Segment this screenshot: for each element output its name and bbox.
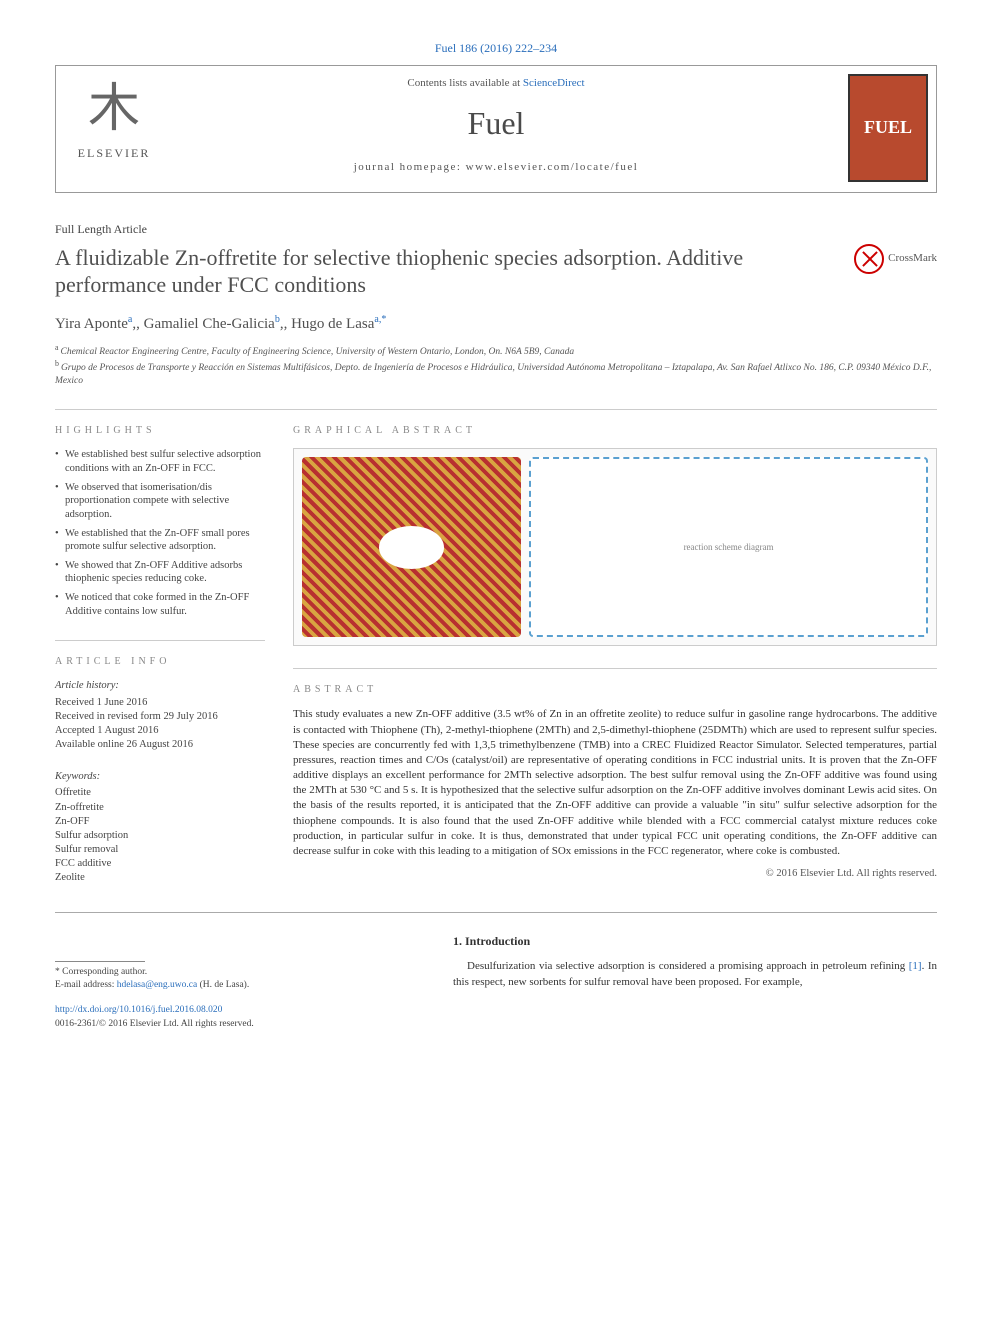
author-affil-sup: a [128, 314, 132, 325]
graphical-abstract-figure: reaction scheme diagram [293, 448, 937, 646]
keyword-item: Offretite [55, 786, 265, 800]
highlights-list: We established best sulfur selective ads… [55, 448, 265, 618]
highlight-item: We established best sulfur selective ads… [55, 448, 265, 475]
sciencedirect-link[interactable]: ScienceDirect [523, 77, 585, 89]
keywords-block: Keywords: OffretiteZn-offretiteZn-OFFSul… [55, 770, 265, 885]
long-divider [55, 912, 937, 913]
history-head: Article history: [55, 679, 265, 693]
keyword-item: FCC additive [55, 857, 265, 871]
ga-reaction-scheme-icon: reaction scheme diagram [529, 457, 928, 637]
homepage-line: journal homepage: www.elsevier.com/locat… [176, 160, 816, 175]
crossmark-badge[interactable]: CrossMark [854, 244, 937, 274]
corresponding-author-note: * Corresponding author. E-mail address: … [55, 966, 425, 993]
author-affil-sup: a,* [374, 314, 386, 325]
email-suffix: (H. de Lasa). [197, 980, 249, 990]
graphical-abstract-heading: GRAPHICAL ABSTRACT [293, 424, 937, 438]
author-name: Hugo de Lasa [291, 316, 374, 332]
homepage-url[interactable]: www.elsevier.com/locate/fuel [466, 161, 639, 173]
homepage-prefix: journal homepage: [354, 161, 466, 173]
elsevier-tree-icon: ⽊ [88, 74, 140, 147]
copyright-line: © 2016 Elsevier Ltd. All rights reserved… [293, 867, 937, 882]
author-name: Gamaliel Che-Galicia [144, 316, 275, 332]
introduction-heading: 1. Introduction [453, 933, 937, 950]
crossmark-icon [854, 244, 884, 274]
divider [293, 668, 937, 669]
revised-date: Received in revised form 29 July 2016 [55, 710, 265, 724]
doi-link[interactable]: http://dx.doi.org/10.1016/j.fuel.2016.08… [55, 1005, 222, 1015]
highlight-item: We noticed that coke formed in the Zn-OF… [55, 591, 265, 618]
intro-text-pre: Desulfurization via selective adsorption… [467, 960, 909, 972]
ga-zeolite-structure-icon [302, 457, 521, 637]
citation-link[interactable]: Fuel 186 (2016) 222–234 [55, 40, 937, 57]
footer: http://dx.doi.org/10.1016/j.fuel.2016.08… [55, 1004, 937, 1031]
keyword-item: Zn-OFF [55, 815, 265, 829]
divider [55, 409, 937, 410]
highlight-item: We observed that isomerisation/dis propo… [55, 481, 265, 522]
email-label: E-mail address: [55, 980, 117, 990]
online-date: Available online 26 August 2016 [55, 738, 265, 752]
article-info-heading: ARTICLE INFO [55, 655, 265, 669]
footnote-rule [55, 961, 145, 962]
journal-name: Fuel [176, 101, 816, 146]
affiliations: a Chemical Reactor Engineering Centre, F… [55, 343, 937, 388]
article-type: Full Length Article [55, 221, 937, 238]
journal-cover-thumb: FUEL [848, 74, 928, 182]
issn-copyright: 0016-2361/© 2016 Elsevier Ltd. All right… [55, 1018, 937, 1031]
article-title: A fluidizable Zn-offretite for selective… [55, 244, 838, 299]
contents-prefix: Contents lists available at [407, 77, 522, 89]
keyword-item: Zeolite [55, 871, 265, 885]
ref-1-link[interactable]: [1] [909, 960, 922, 972]
abstract-text: This study evaluates a new Zn-OFF additi… [293, 707, 937, 859]
highlights-heading: HIGHLIGHTS [55, 424, 265, 438]
author-name: Yira Aponte [55, 316, 128, 332]
author-email-link[interactable]: hdelasa@eng.uwo.ca [117, 980, 198, 990]
crossmark-label: CrossMark [888, 251, 937, 266]
keyword-item: Sulfur removal [55, 843, 265, 857]
received-date: Received 1 June 2016 [55, 696, 265, 710]
abstract-heading: ABSTRACT [293, 683, 937, 697]
accepted-date: Accepted 1 August 2016 [55, 724, 265, 738]
introduction-text: Desulfurization via selective adsorption… [453, 959, 937, 990]
keywords-head: Keywords: [55, 770, 265, 784]
affiliation-text: Grupo de Procesos de Transporte y Reacci… [55, 363, 931, 386]
elsevier-logo: ⽊ ELSEVIER [64, 74, 164, 184]
corresponding-marker: * Corresponding author. [55, 966, 425, 979]
affiliation-text: Chemical Reactor Engineering Centre, Fac… [61, 347, 575, 357]
publisher-name: ELSEVIER [78, 145, 151, 162]
keyword-item: Zn-offretite [55, 801, 265, 815]
author-affil-sup: b [275, 314, 280, 325]
highlight-item: We showed that Zn-OFF Additive adsorbs t… [55, 559, 265, 586]
divider [55, 640, 265, 641]
contents-line: Contents lists available at ScienceDirec… [176, 76, 816, 91]
journal-header: ⽊ ELSEVIER FUEL Contents lists available… [55, 65, 937, 193]
highlight-item: We established that the Zn-OFF small por… [55, 527, 265, 554]
article-info-block: Article history: Received 1 June 2016 Re… [55, 679, 265, 752]
authors-line: Yira Apontea,, Gamaliel Che-Galiciab,, H… [55, 313, 937, 335]
keyword-item: Sulfur adsorption [55, 829, 265, 843]
